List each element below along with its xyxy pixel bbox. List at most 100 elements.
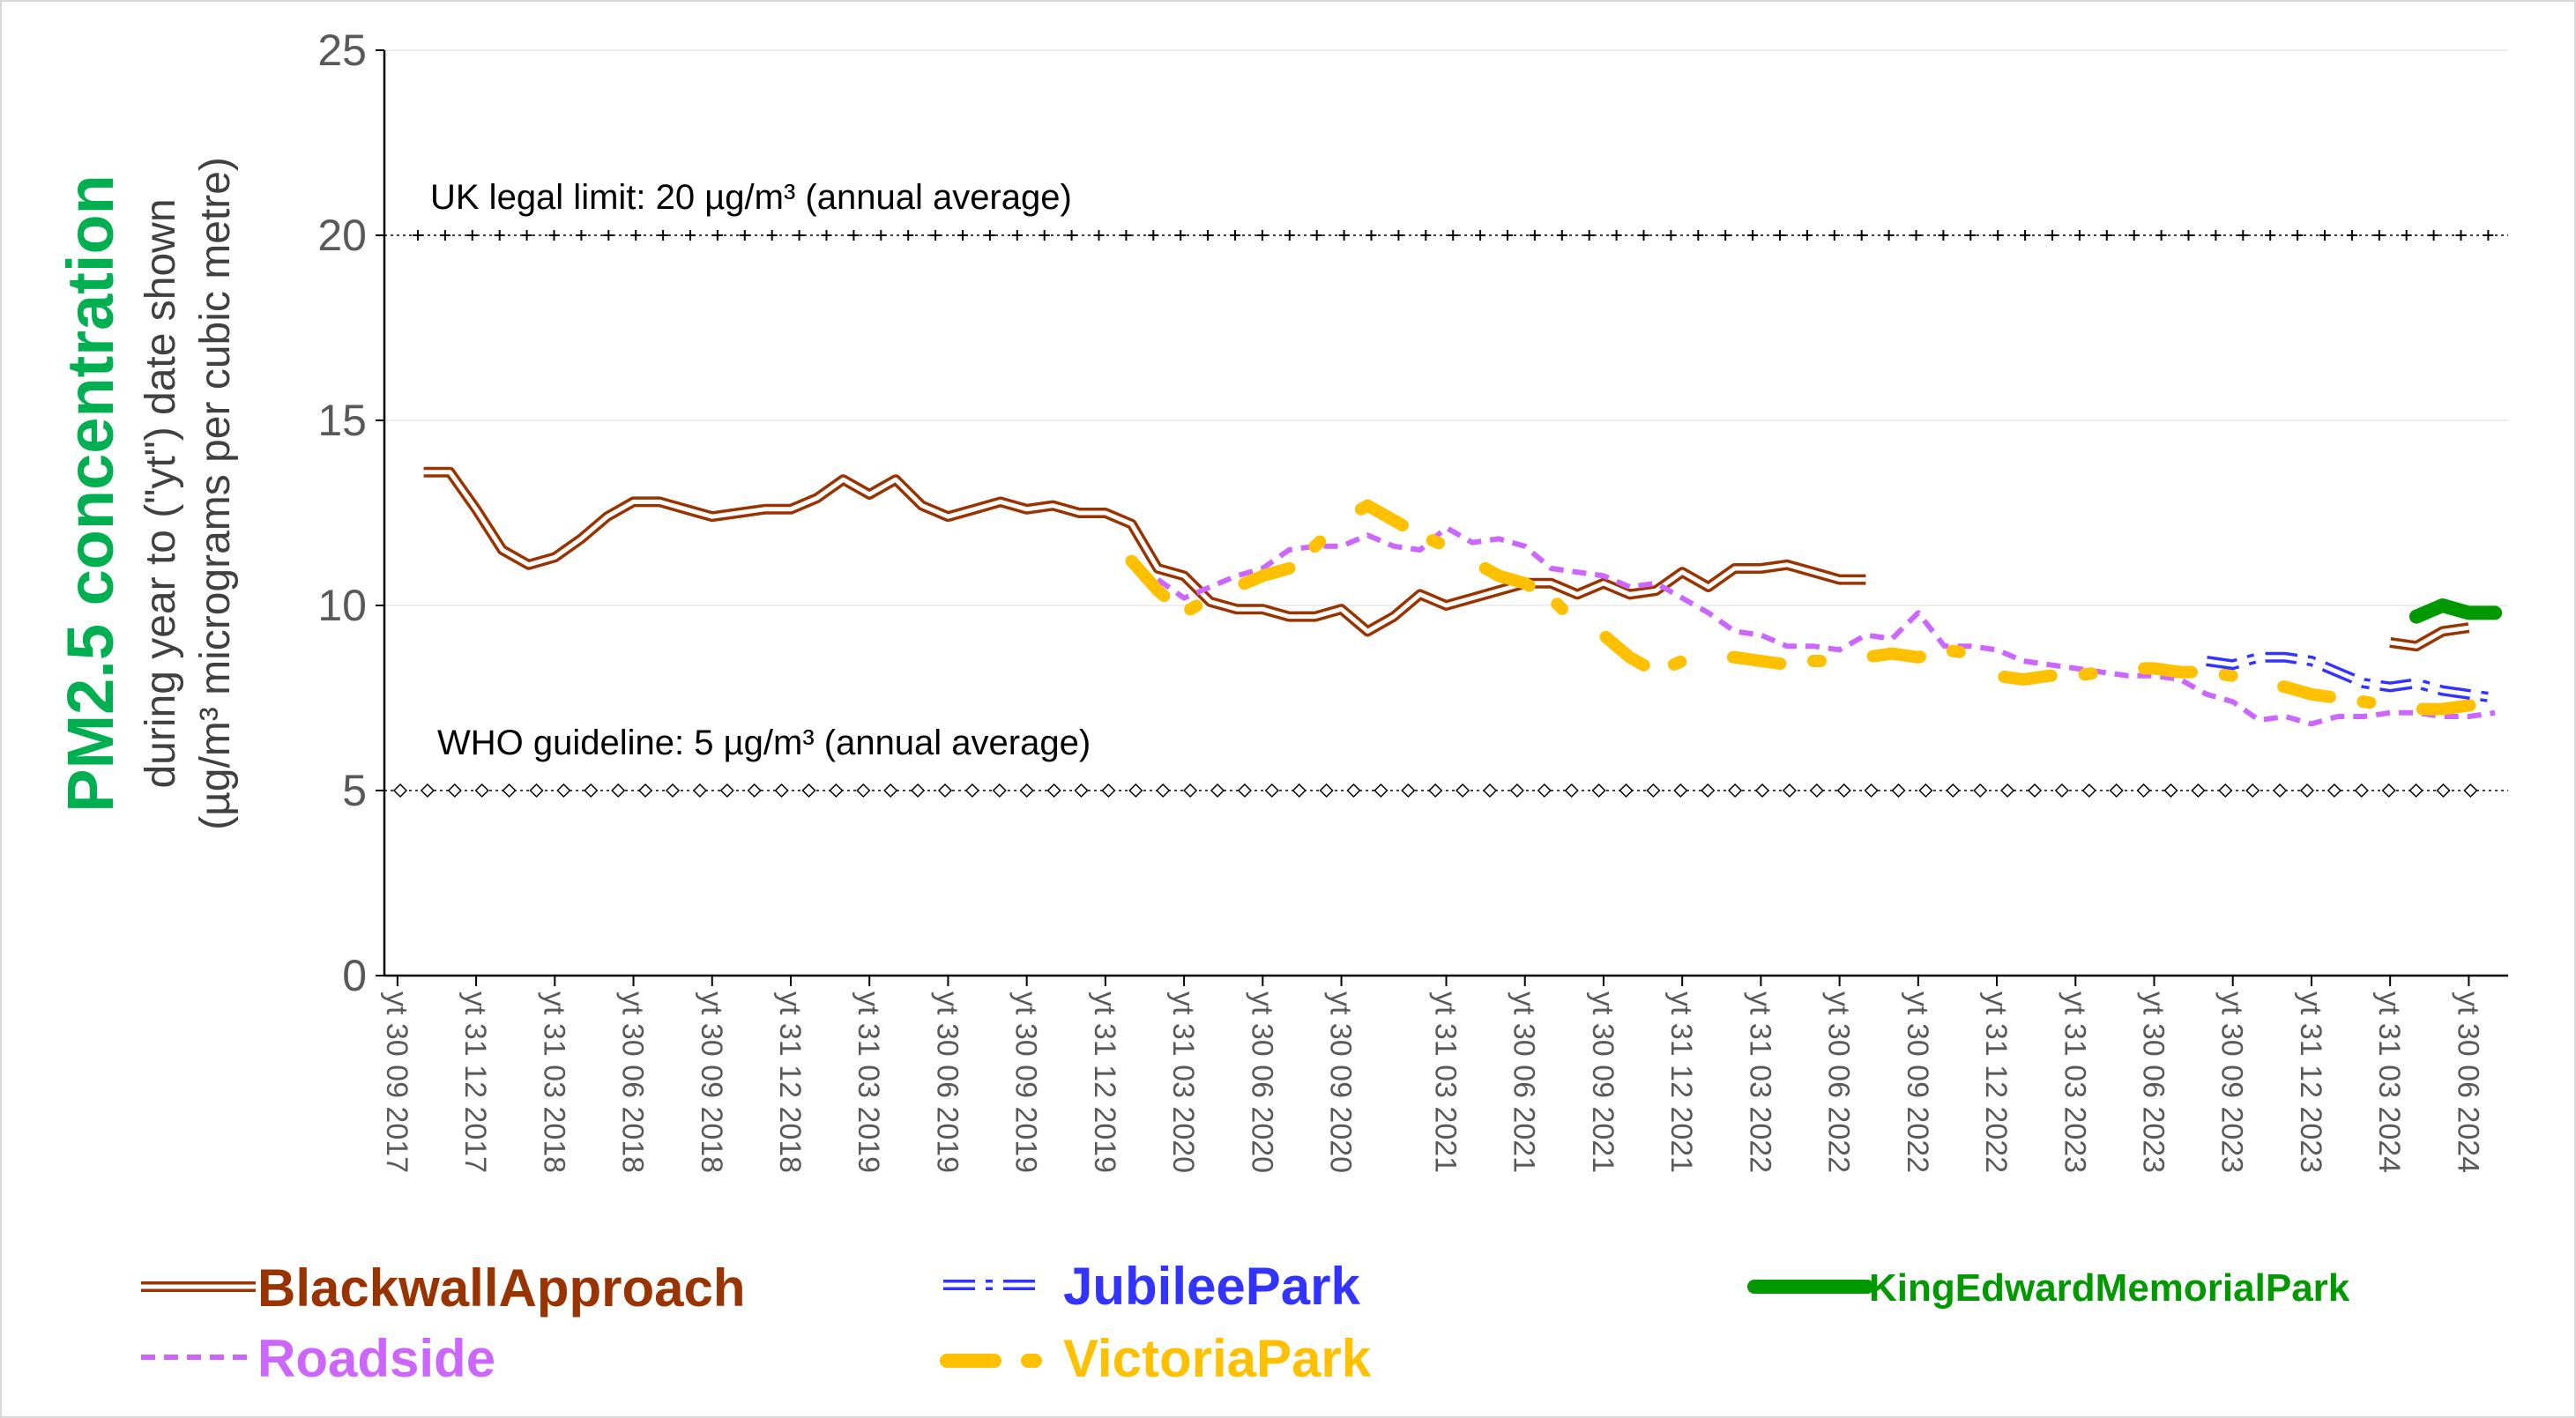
who-guideline-marker (829, 783, 844, 798)
uk-limit-marker (2101, 230, 2112, 241)
chart-title: PM2.5 concentration (54, 174, 127, 813)
uk-limit-marker (1011, 230, 1023, 241)
who-guideline-marker (502, 783, 517, 798)
who-guideline-marker (1319, 783, 1334, 798)
series-line-king-edward-memorial-park-0 (2408, 598, 2503, 624)
uk-limit-marker (2319, 230, 2330, 241)
uk-limit-marker (1475, 230, 1486, 241)
series-line-blackwall-approach-core-1 (2389, 625, 2469, 649)
y-tick-label: 0 (342, 951, 367, 1000)
uk-limit-marker (1284, 230, 1295, 241)
x-tick-label: yt 31 03 2020 (1166, 991, 1200, 1173)
uk-limit-marker (1910, 230, 1922, 241)
who-guideline-marker (801, 783, 816, 798)
uk-limit-marker (630, 230, 642, 241)
y-axis-label-line2: (µg/m³ micrograms per cubic metre) (192, 157, 239, 830)
who-guideline-marker (447, 783, 462, 798)
uk-limit-marker (494, 230, 505, 241)
x-tick-label: yt 30 09 2017 (380, 991, 413, 1173)
uk-limit-marker (821, 230, 832, 241)
who-guideline-marker (638, 783, 653, 798)
who-guideline-marker (1701, 783, 1716, 798)
uk-limit-marker (957, 230, 968, 241)
series-line-blackwall-approach-0 (423, 466, 1866, 637)
x-tick-label: yt 31 03 2018 (537, 991, 570, 1173)
uk-limit-marker (2292, 230, 2304, 241)
y-axis-label-line1: during year to ("yt") date shown (138, 198, 184, 788)
series-line-jubilee-park-core-0 (2206, 655, 2496, 701)
series-jubilee-park (2206, 651, 2496, 703)
uk-limit-marker (2265, 230, 2276, 241)
who-guideline-marker (2408, 783, 2423, 798)
uk-limit-marker (2047, 230, 2058, 241)
uk-limit-marker (2346, 230, 2357, 241)
uk-limit-marker (875, 230, 887, 241)
who-guideline-marker (1074, 783, 1089, 798)
who-guideline-marker (1183, 783, 1198, 798)
uk-limit-marker (2128, 230, 2140, 241)
uk-limit-marker (1393, 230, 1404, 241)
legend-item-jubilee-park: JubileePark (943, 1257, 1360, 1316)
who-guideline-marker (1891, 783, 1906, 798)
who-guideline-marker (1973, 783, 1988, 798)
who-guideline-marker (2163, 783, 2178, 798)
who-guideline-marker (1646, 783, 1661, 798)
who-guideline-marker (1456, 783, 1470, 798)
who-guideline-marker (2000, 783, 2015, 798)
who-guideline-marker (1836, 783, 1851, 798)
who-guideline-marker (1482, 783, 1498, 798)
uk-limit-marker (1965, 230, 1977, 241)
uk-limit-marker (1611, 230, 1622, 241)
who-guideline-marker (1864, 783, 1879, 798)
who-guideline-marker (692, 783, 707, 798)
who-guideline-label: WHO guideline: 5 µg/m³ (annual average) (437, 724, 1091, 762)
uk-limit-marker (1720, 230, 1731, 241)
uk-limit-marker (1556, 230, 1567, 241)
series-victoria-park (1125, 499, 2502, 716)
who-guideline-marker (1728, 783, 1743, 798)
who-guideline-marker (611, 783, 626, 798)
uk-limit-marker (2073, 230, 2085, 241)
uk-limit-marker (2183, 230, 2194, 241)
uk-limit-marker (1366, 230, 1377, 241)
uk-limit-marker (1066, 230, 1077, 241)
who-guideline-marker (556, 783, 571, 798)
who-guideline-marker (2109, 783, 2124, 798)
who-guideline-marker (992, 783, 1007, 798)
x-tick-label: yt 31 03 2023 (2058, 991, 2091, 1173)
uk-limit-marker (1529, 230, 1540, 241)
uk-limit-marker (603, 230, 614, 241)
who-guideline-marker (474, 783, 489, 798)
who-guideline-marker (420, 783, 435, 798)
uk-legal-limit-label: UK legal limit: 20 µg/m³ (annual average… (430, 178, 1072, 217)
who-guideline-marker (2191, 783, 2206, 798)
who-guideline-marker (2081, 783, 2096, 798)
uk-limit-marker (1420, 230, 1432, 241)
x-tick-label: yt 31 12 2018 (773, 991, 807, 1173)
legend-item-king-edward-memorial-park: KingEdwardMemorialPark (1747, 1266, 2350, 1310)
uk-limit-marker (1448, 230, 1459, 241)
who-guideline-marker (2136, 783, 2151, 798)
uk-limit-marker (1856, 230, 1867, 241)
who-guideline-marker (2218, 783, 2233, 798)
who-guideline-marker (392, 783, 408, 798)
uk-limit-marker (1693, 230, 1704, 241)
uk-limit-marker (739, 230, 750, 241)
uk-limit-marker (2020, 230, 2031, 241)
who-guideline-marker (1374, 783, 1389, 798)
y-tick-label: 25 (317, 26, 367, 75)
who-guideline-marker (2463, 783, 2478, 798)
uk-limit-marker (1883, 230, 1895, 241)
x-tick-label: yt 30 09 2020 (1324, 991, 1358, 1173)
x-tick-label: yt 30 06 2022 (1822, 991, 1856, 1173)
uk-limit-marker (521, 230, 532, 241)
who-guideline-marker (1046, 783, 1061, 798)
x-tick-label: yt 30 06 2018 (616, 991, 650, 1173)
who-guideline-marker (2245, 783, 2260, 798)
uk-limit-marker (793, 230, 805, 241)
series-line-blackwall-approach-core-0 (423, 470, 1866, 634)
reference-lines (384, 230, 2508, 798)
who-guideline-marker (2299, 783, 2315, 798)
who-guideline-marker (1782, 783, 1797, 798)
who-guideline-marker (1946, 783, 1961, 798)
